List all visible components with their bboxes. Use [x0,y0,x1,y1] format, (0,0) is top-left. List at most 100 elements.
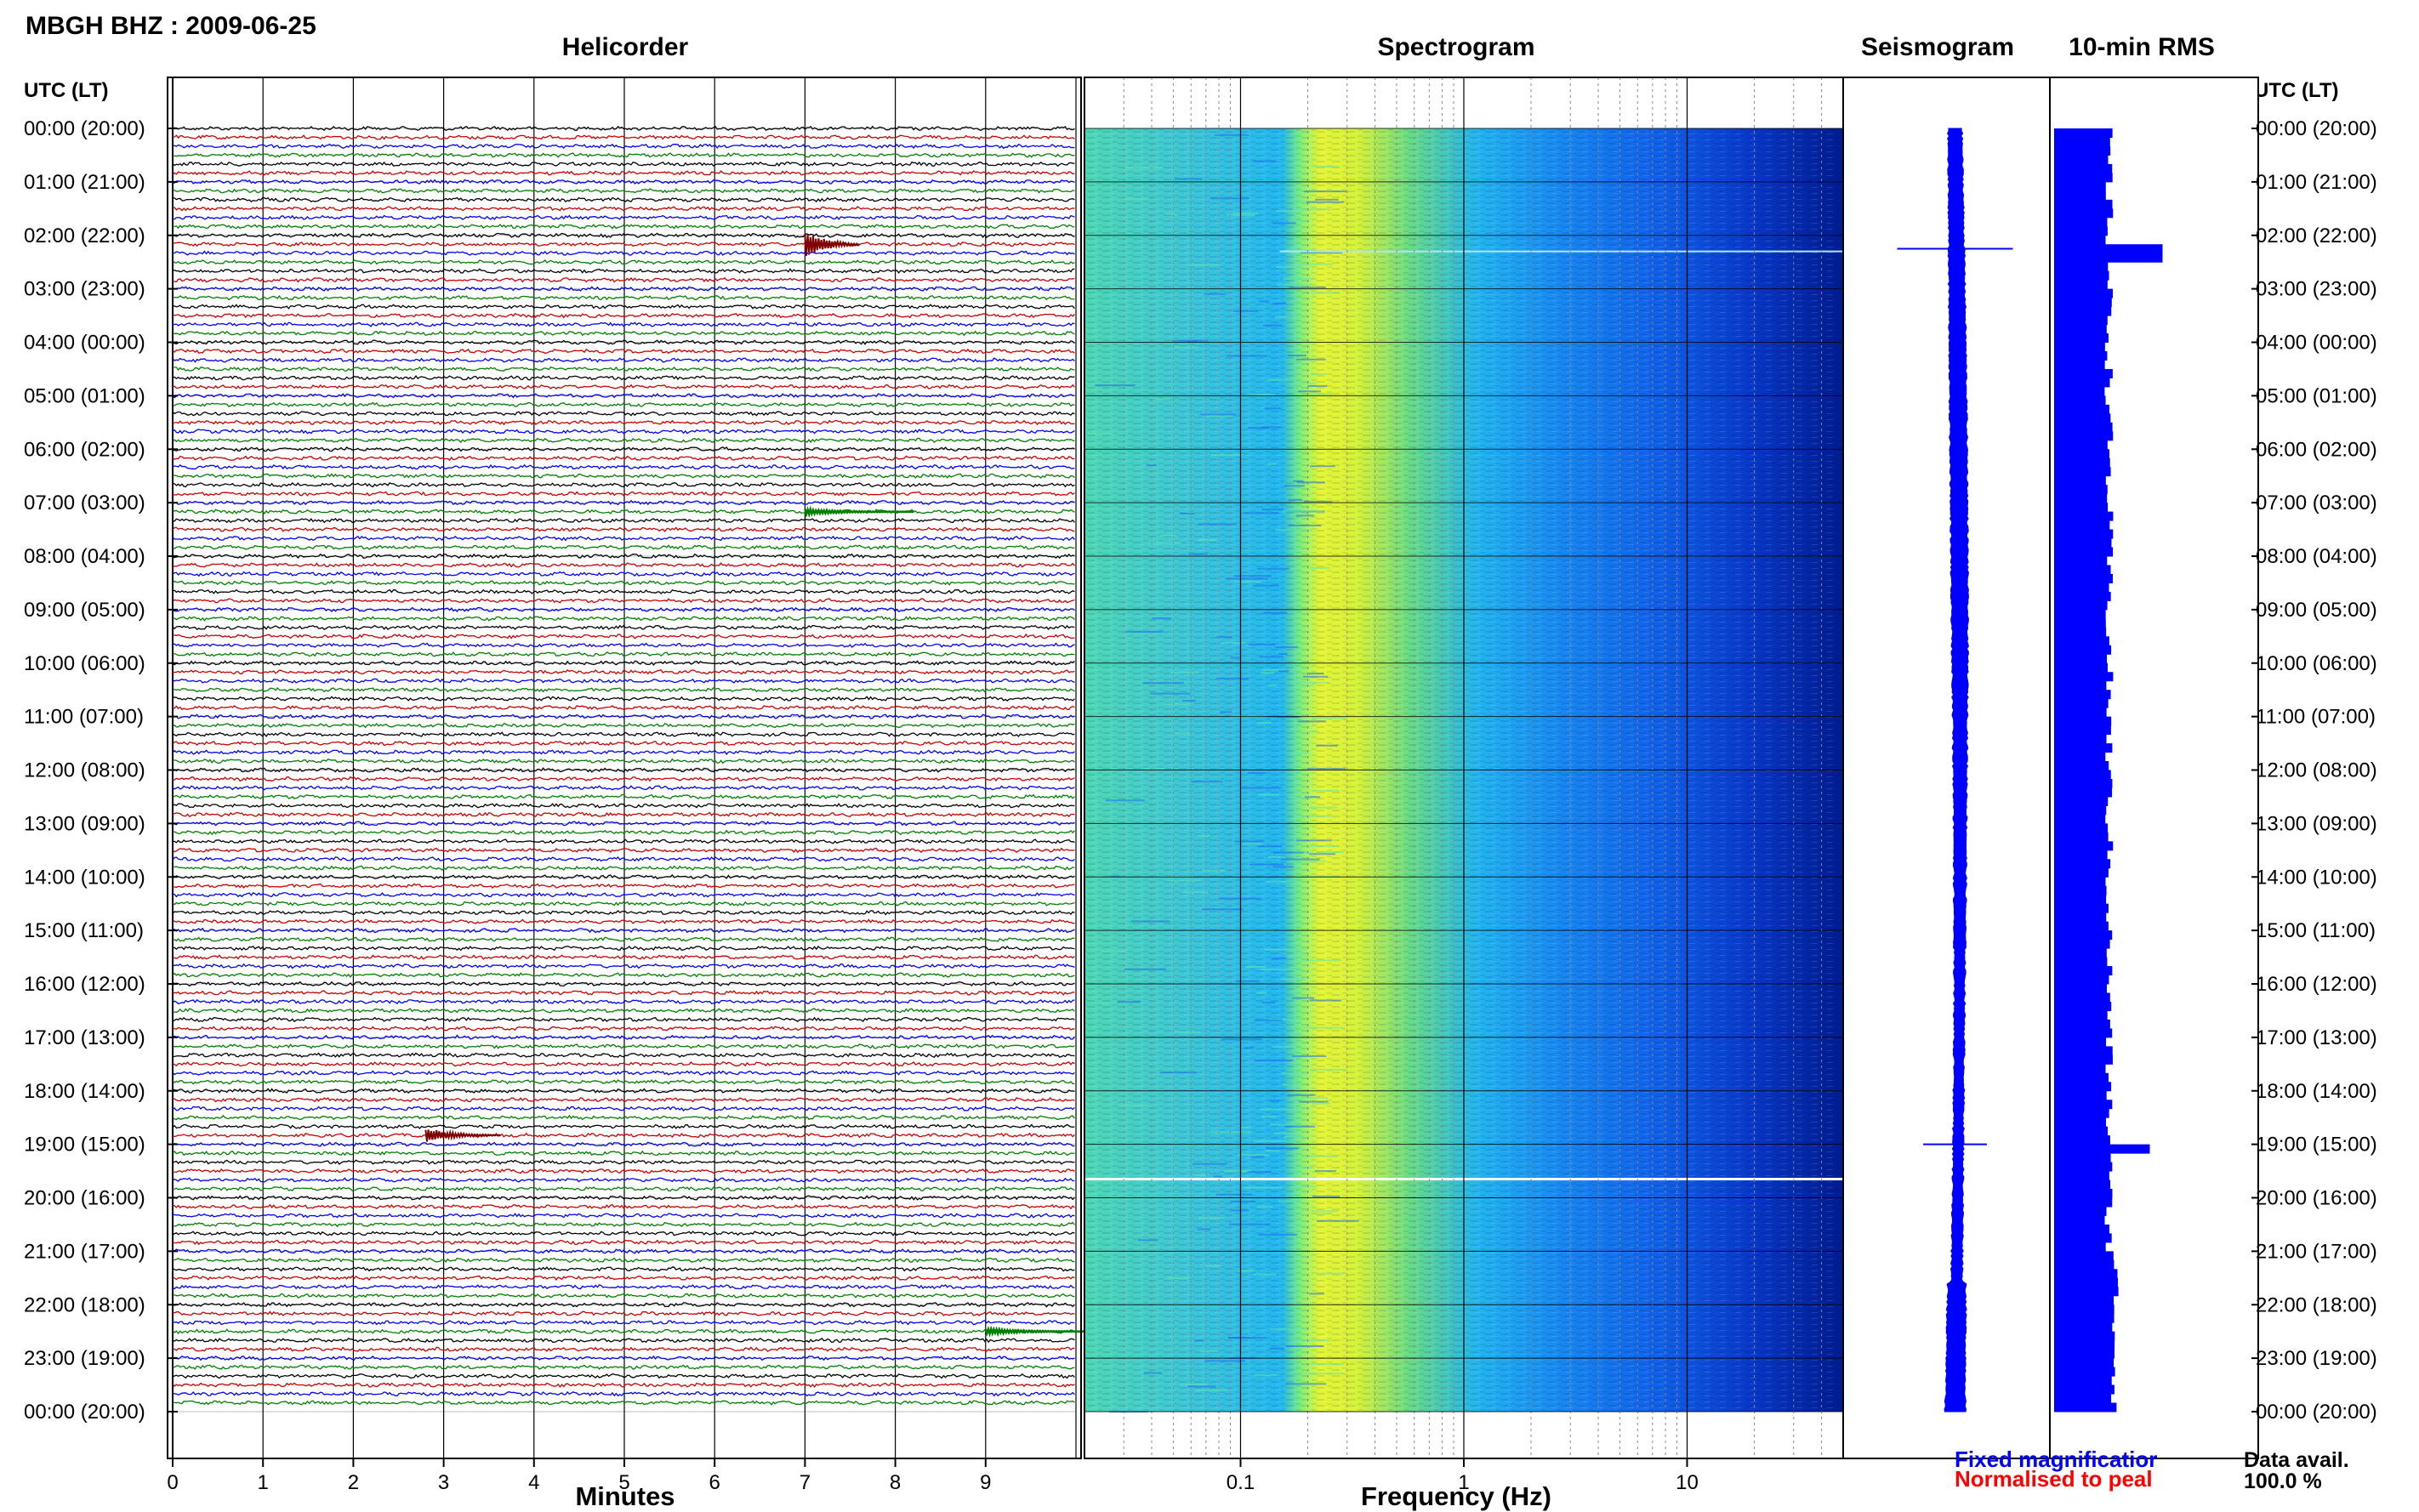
spectrogram-streak [1306,566,1330,569]
helicorder-trace [172,1123,1075,1129]
helicorder-trace [172,1043,1075,1049]
helicorder-trace [172,606,1075,613]
rms-bar [2054,850,2108,860]
rms-bar [2054,832,2109,842]
rms-bar [2054,1313,2114,1323]
rms-bar [2054,672,2114,682]
spectrogram-streak [1215,678,1249,680]
spectrogram-streak [1309,1363,1345,1366]
helicorder-trace [172,517,1075,524]
spectrogram-streak [1173,1031,1201,1033]
spectrogram-streak [1167,879,1202,882]
spectrogram-streak [1275,646,1298,649]
time-label-left: 11:00 (07:00) [24,706,144,729]
spectrogram-streak [1229,1223,1271,1225]
rms-bar [2054,324,2107,334]
spectrogram-streak [1264,407,1281,410]
spectrogram-streak [1290,1034,1302,1037]
spectrogram-streak [1252,160,1276,162]
rms-bar [2054,930,2113,941]
spectrogram-streak [1187,1385,1216,1388]
spectrogram-streak [1198,523,1237,526]
spectrogram-streak [1293,208,1331,211]
time-label-left: 03:00 (23:00) [24,278,145,301]
time-label-left: 08:00 (04:00) [24,545,145,568]
spectrogram-streak [1288,955,1310,958]
spectrogram-streak [1316,744,1338,747]
rms-bar [2054,859,2111,869]
spectrogram-streak [1205,415,1232,418]
spectrogram-streak [1293,752,1309,754]
helicorder-trace [172,829,1075,836]
spectrogram-streak [1306,201,1344,203]
helicorder-trace [172,1195,1075,1201]
rms-bar [2054,342,2105,352]
spectrogram-streak [1272,958,1287,960]
helicorder-trace [172,170,1075,176]
rms-bar [2054,877,2106,887]
rms-bar [2054,761,2109,770]
spectrogram-streak [1180,513,1195,515]
helicorder-trace [172,838,1075,844]
frequency-tick-label: 0.1 [1227,1471,1255,1494]
time-label-left: 10:00 (06:00) [24,652,145,675]
left-time-header: UTC (LT) [24,79,109,102]
rms-bar [2054,1224,2109,1234]
rms-bar [2054,163,2113,173]
time-label-left: 00:00 (20:00) [24,1401,145,1424]
rms-bar [2054,698,2109,708]
rms-bar [2054,885,2107,895]
spectrogram-streak [1117,1001,1141,1003]
spectrogram-streak [1282,1083,1302,1086]
spectrogram-streak [1273,851,1304,854]
spectrogram-streak [1248,427,1269,429]
rms-bar [2054,298,2112,308]
spectrogram-streak [1152,617,1172,620]
spectrogram-streak [1261,426,1282,429]
rms-title: 10-min RMS [2069,33,2215,61]
spectrogram-streak [1266,1150,1280,1152]
helicorder-trace [172,910,1075,916]
rms-bar [2054,1349,2114,1359]
rms-bar [2054,1233,2112,1243]
rms-bar [2054,1215,2105,1225]
helicorder-trace [172,1293,1075,1299]
helicorder-trace [172,972,1075,978]
spectrogram-streak [1317,1219,1359,1222]
rms-bar [2054,921,2109,931]
spectrogram-streak [1311,372,1328,375]
rms-bar [2054,1019,2110,1029]
spectrogram-streak [1295,1097,1328,1100]
helicorder-trace [172,250,1075,256]
spectrogram-streak [1269,1100,1281,1102]
helicorder-trace [172,1346,1075,1352]
rms-bar [2054,493,2108,503]
helicorder-trace [172,1106,1075,1111]
spectrogram-streak [1232,310,1259,312]
spectrogram-streak [1125,630,1164,633]
spectrogram-streak [1258,793,1280,796]
time-label-left: 07:00 (03:00) [24,492,145,514]
rms-bar [2054,662,2108,673]
helicorder-trace [172,686,1075,693]
helicorder-trace [172,357,1075,363]
time-label-left: 01:00 (21:00) [24,171,145,194]
rms-bar [2054,841,2114,851]
time-label-right: 20:00 (16:00) [2256,1187,2377,1210]
spectrogram-streak [1295,358,1326,361]
time-label-right: 00:00 (20:00) [2256,117,2377,140]
spectrogram-streak [1248,643,1275,645]
minute-tick-label: 4 [528,1471,539,1494]
time-label-right: 06:00 (02:00) [2256,438,2377,461]
helicorder-trace [172,463,1075,470]
helicorder-trace [172,696,1075,702]
rms-bar [2054,867,2109,878]
rms-bar [2054,1189,2113,1198]
spectrogram-streak [1223,1170,1252,1173]
rms-bar [2054,350,2108,361]
spectrogram-streak [1259,656,1283,658]
rms-bar [2054,1162,2113,1172]
spectrogram-streak [1285,1383,1327,1385]
rms-bar [2054,984,2107,993]
